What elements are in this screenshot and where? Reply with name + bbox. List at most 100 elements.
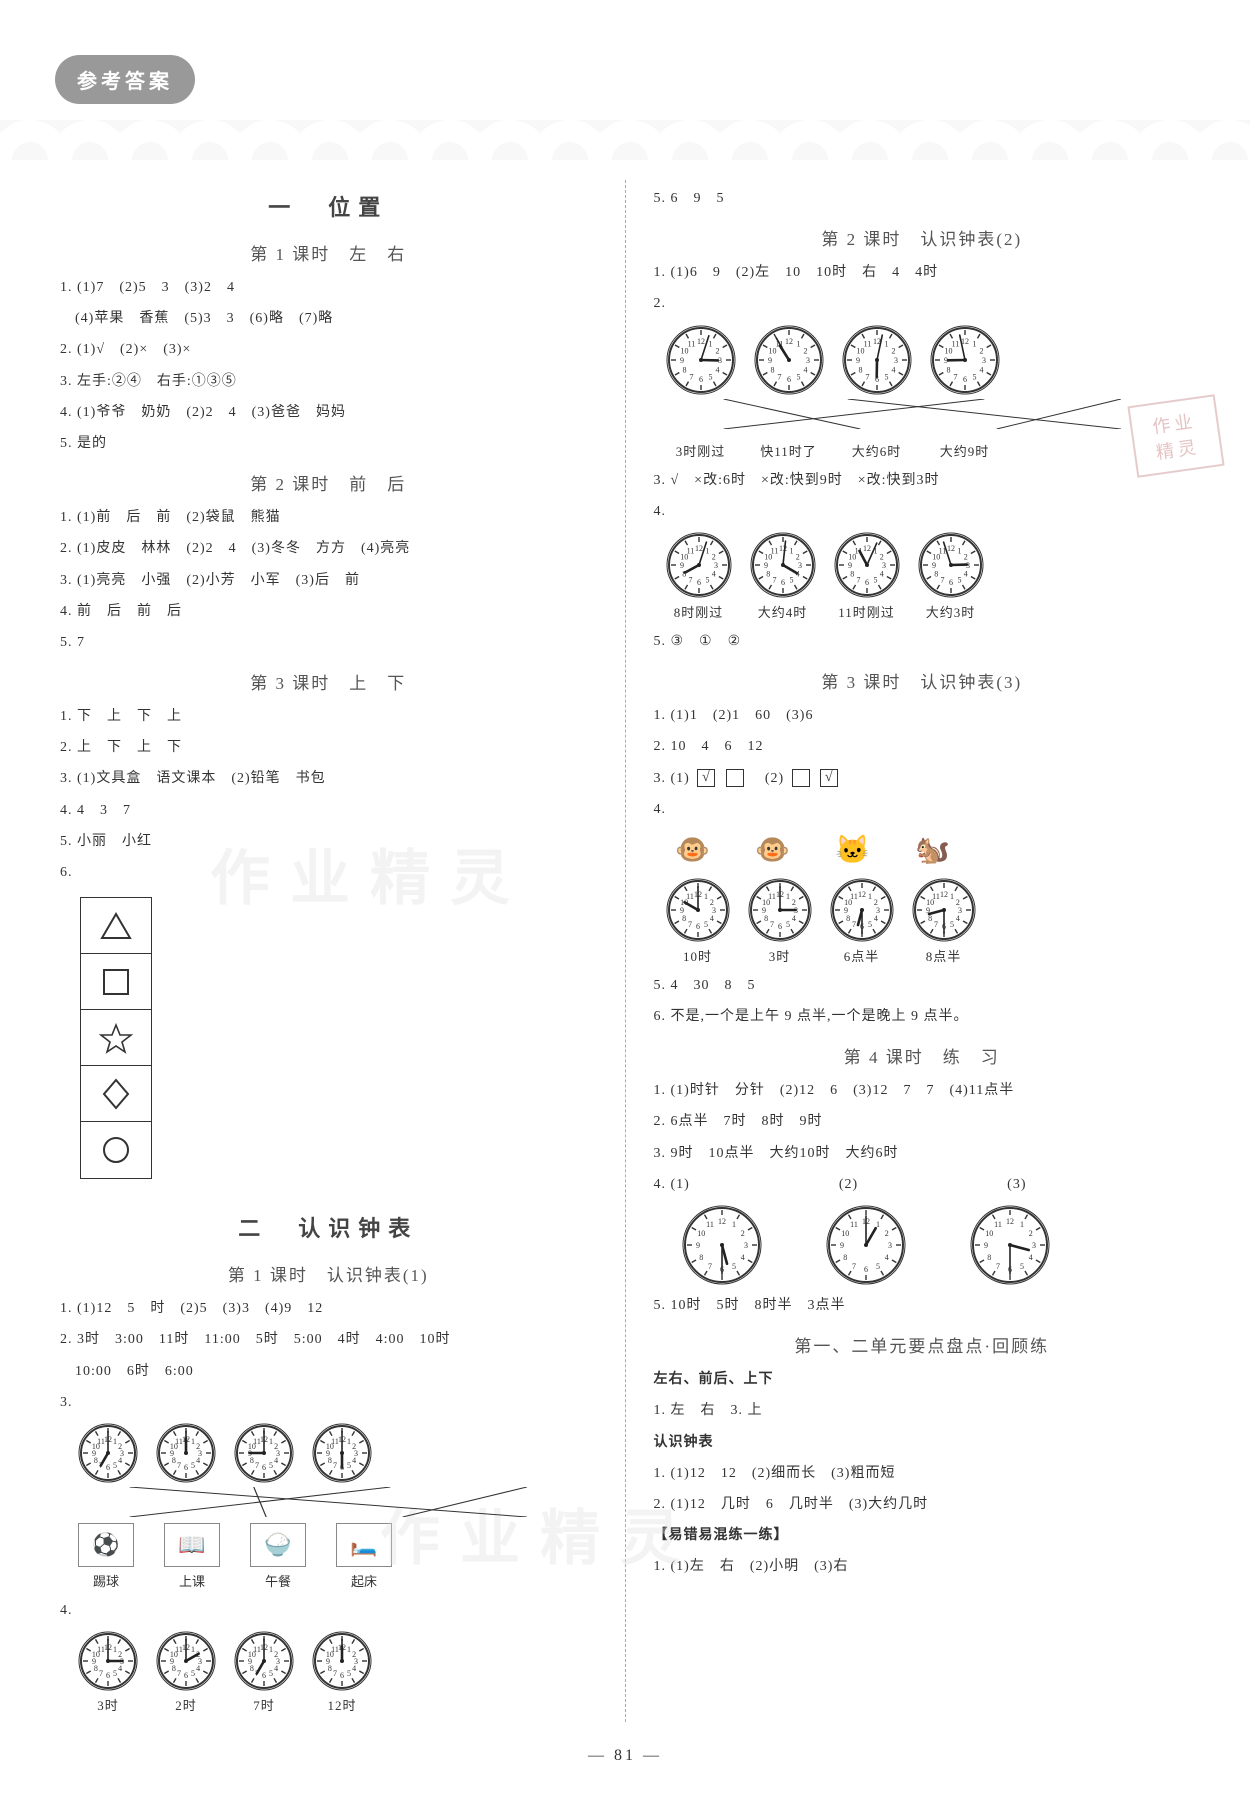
svg-text:8: 8 xyxy=(858,365,862,374)
activity-icon-3: 🛏️ xyxy=(336,1523,392,1567)
svg-text:7: 7 xyxy=(333,1669,337,1678)
svg-text:6: 6 xyxy=(262,1671,266,1680)
s4c4-item-2: 121234567891011 7时 xyxy=(234,1631,294,1714)
svg-text:7: 7 xyxy=(934,920,938,929)
svg-text:4: 4 xyxy=(715,365,719,374)
svg-text:11: 11 xyxy=(253,1645,261,1654)
column-divider xyxy=(625,180,626,1722)
svg-text:9: 9 xyxy=(844,906,848,915)
svg-text:6: 6 xyxy=(963,375,967,384)
s6c4-item-1: 121234567891011 3时 xyxy=(748,878,812,965)
activity-icon-1: 📖 xyxy=(164,1523,220,1567)
s6-l3b: (2) xyxy=(765,771,784,786)
page-number: — 81 — xyxy=(60,1747,1190,1765)
svg-text:3: 3 xyxy=(894,356,898,365)
svg-text:1: 1 xyxy=(957,546,961,555)
s2-l5: 5. 7 xyxy=(60,630,597,655)
s7-l4: 4. (1) (2) (3) xyxy=(654,1172,1191,1197)
svg-text:9: 9 xyxy=(848,561,852,570)
svg-text:11: 11 xyxy=(97,1437,105,1446)
svg-text:4: 4 xyxy=(879,569,883,578)
s4-l4: 4. xyxy=(60,1598,597,1623)
activity-1: 📖上课 xyxy=(164,1523,220,1590)
svg-text:5: 5 xyxy=(705,576,709,585)
svg-text:1: 1 xyxy=(347,1437,351,1446)
s2-l1: 1. (1)前 后 前 (2)袋鼠 熊猫 xyxy=(60,505,597,530)
chapter-2-title: 二 认识钟表 xyxy=(60,1211,597,1243)
s5c4-label-3: 大约3时 xyxy=(918,602,984,621)
s5c2-item-2: 121234567891011 xyxy=(842,325,912,395)
svg-text:9: 9 xyxy=(762,906,766,915)
svg-text:7: 7 xyxy=(688,576,692,585)
svg-text:11: 11 xyxy=(994,1220,1002,1229)
svg-text:6: 6 xyxy=(781,578,785,587)
animal-icon-3: 🐿️ xyxy=(906,830,960,870)
s6c4-label-1: 3时 xyxy=(748,946,812,965)
svg-text:5: 5 xyxy=(732,1262,736,1271)
animal-row: 🐵 🐵 🐱 🐿️ xyxy=(666,830,1191,870)
s8-l3: 2. (1)12 几时 6 几时半 (3)大约几时 xyxy=(654,1492,1191,1517)
checkbox-checked-2: √ xyxy=(820,769,838,787)
svg-text:4: 4 xyxy=(196,1664,200,1673)
svg-text:4: 4 xyxy=(274,1456,278,1465)
svg-text:12: 12 xyxy=(947,544,955,553)
page: 参考答案 作业 精灵 作业精灵 作业精灵 一 位置 第 1 课时 左 右 1. … xyxy=(0,0,1250,1815)
s4c4-item-0: 121234567891011 3时 xyxy=(78,1631,138,1714)
animal-1: 🐵 xyxy=(746,830,800,870)
section-1-title: 第 1 课时 左 右 xyxy=(60,240,597,265)
svg-text:8: 8 xyxy=(928,914,932,923)
svg-text:8: 8 xyxy=(946,365,950,374)
svg-text:1: 1 xyxy=(884,339,888,348)
svg-text:12: 12 xyxy=(695,544,703,553)
svg-text:6: 6 xyxy=(106,1671,110,1680)
s6c4-item-3: 121234567891011 8点半 xyxy=(912,878,976,965)
svg-text:11: 11 xyxy=(687,339,695,348)
activity-icon-2: 🍚 xyxy=(250,1523,306,1567)
animal-icon-2: 🐱 xyxy=(826,830,880,870)
activity-0: ⚽踢球 xyxy=(78,1523,134,1590)
svg-text:12: 12 xyxy=(718,1217,726,1226)
s5c4-item-0: 121234567891011 8时刚过 xyxy=(666,532,732,621)
s2-l2: 2. (1)皮皮 林林 (2)2 4 (3)冬冬 方方 (4)亮亮 xyxy=(60,536,597,561)
stamp-line2: 精灵 xyxy=(1154,433,1201,465)
svg-text:10: 10 xyxy=(841,1229,849,1238)
svg-text:11: 11 xyxy=(175,1645,183,1654)
s4c3-item-2: 121234567891011 xyxy=(234,1423,294,1483)
svg-text:11: 11 xyxy=(706,1220,714,1229)
svg-text:7: 7 xyxy=(177,1669,181,1678)
svg-text:10: 10 xyxy=(985,1229,993,1238)
svg-text:6: 6 xyxy=(697,578,701,587)
s4-clocks-4: 121234567891011 3时 121234567891011 2时 12… xyxy=(78,1631,597,1714)
svg-text:1: 1 xyxy=(347,1645,351,1654)
svg-text:1: 1 xyxy=(950,892,954,901)
svg-text:5: 5 xyxy=(113,1461,117,1470)
page-number-value: 81 xyxy=(614,1747,636,1764)
s3-l3: 3. (1)文具盒 语文课本 (2)铅笔 书包 xyxy=(60,766,597,791)
s5-clocks-2: 121234567891011 121234567891011 12123456… xyxy=(666,325,1191,395)
animal-3: 🐿️ xyxy=(906,830,960,870)
svg-text:4: 4 xyxy=(274,1664,278,1673)
s5-clocks-4: 121234567891011 8时刚过 121234567891011 大约4… xyxy=(666,532,1191,621)
s6-l2: 2. 10 4 6 12 xyxy=(654,734,1191,759)
svg-text:12: 12 xyxy=(940,890,948,899)
svg-text:1: 1 xyxy=(1020,1220,1024,1229)
svg-text:7: 7 xyxy=(689,372,693,381)
s4c4-label-0: 3时 xyxy=(78,1695,138,1714)
s1-l2: 2. (1)√ (2)× (3)× xyxy=(60,337,597,362)
s7c4-item-0: 121234567891011 xyxy=(682,1205,762,1285)
svg-text:4: 4 xyxy=(891,365,895,374)
s6-l3a: 3. (1) xyxy=(654,771,690,786)
svg-text:11: 11 xyxy=(770,546,778,555)
svg-text:2: 2 xyxy=(979,346,983,355)
s4c4-label-3: 12时 xyxy=(312,1695,372,1714)
s7-l1: 1. (1)时针 分针 (2)12 6 (3)12 7 7 (4)11点半 xyxy=(654,1078,1191,1103)
svg-text:4: 4 xyxy=(352,1664,356,1673)
s6-l5: 5. 4 30 8 5 xyxy=(654,973,1191,998)
animal-0: 🐵 xyxy=(666,830,720,870)
s7-clocks-4: 121234567891011 121234567891011 12123456… xyxy=(682,1205,1191,1285)
svg-text:8: 8 xyxy=(987,1253,991,1262)
svg-text:1: 1 xyxy=(269,1437,273,1446)
s5c4-item-3: 121234567891011 大约3时 xyxy=(918,532,984,621)
svg-text:7: 7 xyxy=(865,372,869,381)
s7-l4a: 4. (1) xyxy=(654,1177,690,1192)
